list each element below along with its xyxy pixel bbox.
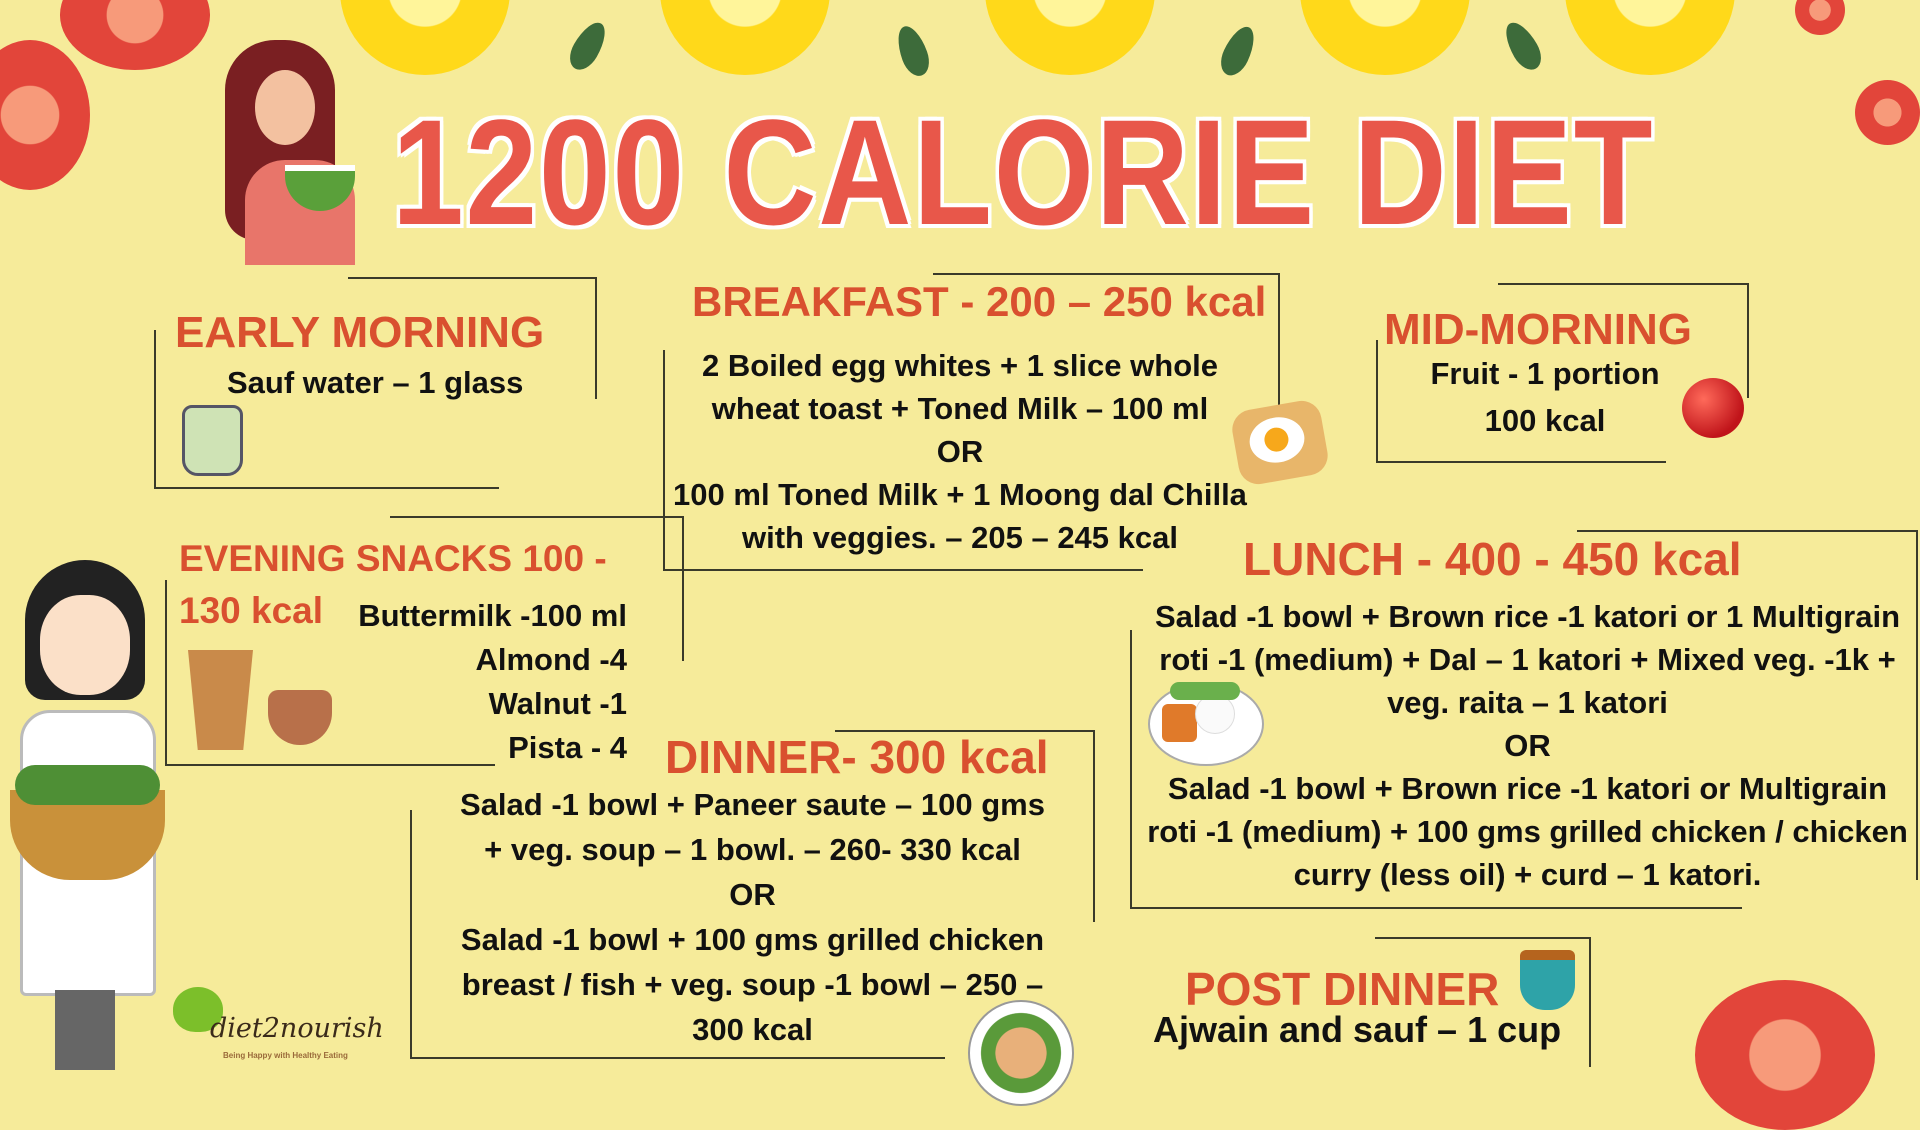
apple-icon [1682, 378, 1744, 438]
early-morning-heading: EARLY MORNING [175, 308, 545, 357]
dinner-content: Salad -1 bowl + Paneer saute – 100 gms +… [420, 782, 1085, 1052]
post-dinner-heading: POST DINNER [1185, 963, 1500, 1015]
post-dinner-item: Ajwain and sauf – 1 cup [1153, 1009, 1562, 1050]
meal-plate-icon [1148, 682, 1264, 766]
woman-eating-salad-illustration [215, 40, 385, 265]
lunch-content: Salad -1 bowl + Brown rice -1 katori or … [1135, 595, 1920, 896]
breakfast-heading: BREAKFAST - 200 – 250 kcal [692, 278, 1267, 325]
tomato-slice-icon [1855, 80, 1920, 145]
doctor-with-vegetables-illustration [10, 560, 170, 1080]
tomato-slice-icon [1695, 980, 1875, 1130]
snack-item: Pista - 4 [508, 730, 627, 765]
logo-name: diet2nourish [210, 1013, 384, 1044]
lunch-line: veg. raita – 1 katori [1387, 685, 1668, 720]
mid-morning-line: Fruit - 1 portion [1430, 356, 1660, 391]
tea-cup-icon [1520, 950, 1575, 1010]
buttermilk-glass-icon [188, 650, 253, 750]
breakfast-line: 100 ml Toned Milk + 1 Moong dal Chilla [673, 477, 1247, 512]
mid-morning-kcal: 100 kcal [1484, 403, 1606, 438]
lunch-line: Salad -1 bowl + Brown rice -1 katori or … [1154, 599, 1900, 634]
breakfast-content: 2 Boiled egg whites + 1 slice whole whea… [660, 344, 1260, 559]
lunch-heading: LUNCH - 400 - 450 kcal [1243, 533, 1742, 585]
dinner-line: Salad -1 bowl + Paneer saute – 100 gms [460, 787, 1045, 822]
dinner-line: + veg. soup – 1 bowl. – 260- 330 kcal [484, 832, 1021, 867]
dinner-line: breast / fish + veg. soup -1 bowl – 250 … [461, 967, 1044, 1002]
dinner-plate-icon [968, 1000, 1074, 1106]
early-morning-item: Sauf water – 1 glass [227, 365, 524, 400]
breakfast-line: wheat toast + Toned Milk – 100 ml [711, 391, 1209, 426]
snack-item: Almond -4 [475, 642, 627, 677]
lunch-line: roti -1 (medium) + 100 gms grilled chick… [1147, 814, 1908, 849]
nuts-bowl-icon [268, 690, 332, 745]
evening-snacks-heading-line2: 130 kcal [179, 590, 324, 631]
egg-toast-icon [1229, 397, 1331, 488]
logo-tagline: Being Happy with Healthy Eating [223, 1051, 348, 1060]
mid-morning-heading: MID-MORNING [1384, 305, 1692, 354]
lunch-or: OR [1504, 728, 1551, 763]
lunch-line: curry (less oil) + curd – 1 katori. [1293, 857, 1762, 892]
snack-item: Walnut -1 [488, 686, 627, 721]
dinner-or: OR [729, 877, 776, 912]
mid-morning-content: Fruit - 1 portion 100 kcal [1390, 352, 1700, 442]
snack-item: Buttermilk -100 ml [358, 598, 627, 633]
page-title: 1200 CALORIE DIET [392, 88, 1655, 256]
lunch-line: roti -1 (medium) + Dal – 1 katori + Mixe… [1159, 642, 1896, 677]
dinner-line: Salad -1 bowl + 100 gms grilled chicken [460, 922, 1045, 957]
breakfast-line: with veggies. – 205 – 245 kcal [742, 520, 1178, 555]
lunch-line: Salad -1 bowl + Brown rice -1 katori or … [1167, 771, 1888, 806]
apple-logo-icon [173, 987, 223, 1032]
dinner-line: 300 kcal [692, 1012, 813, 1047]
dinner-heading: DINNER- 300 kcal [665, 731, 1049, 783]
breakfast-or: OR [936, 434, 984, 469]
diet2nourish-logo: diet2nourish Being Happy with Healthy Ea… [155, 975, 384, 1065]
evening-snacks-heading-line1: EVENING SNACKS 100 - [179, 538, 607, 579]
breakfast-line: 2 Boiled egg whites + 1 slice whole [702, 348, 1218, 383]
jar-drink-icon [182, 405, 243, 476]
evening-snacks-items: Buttermilk -100 ml Almond -4 Walnut -1 P… [300, 594, 627, 770]
